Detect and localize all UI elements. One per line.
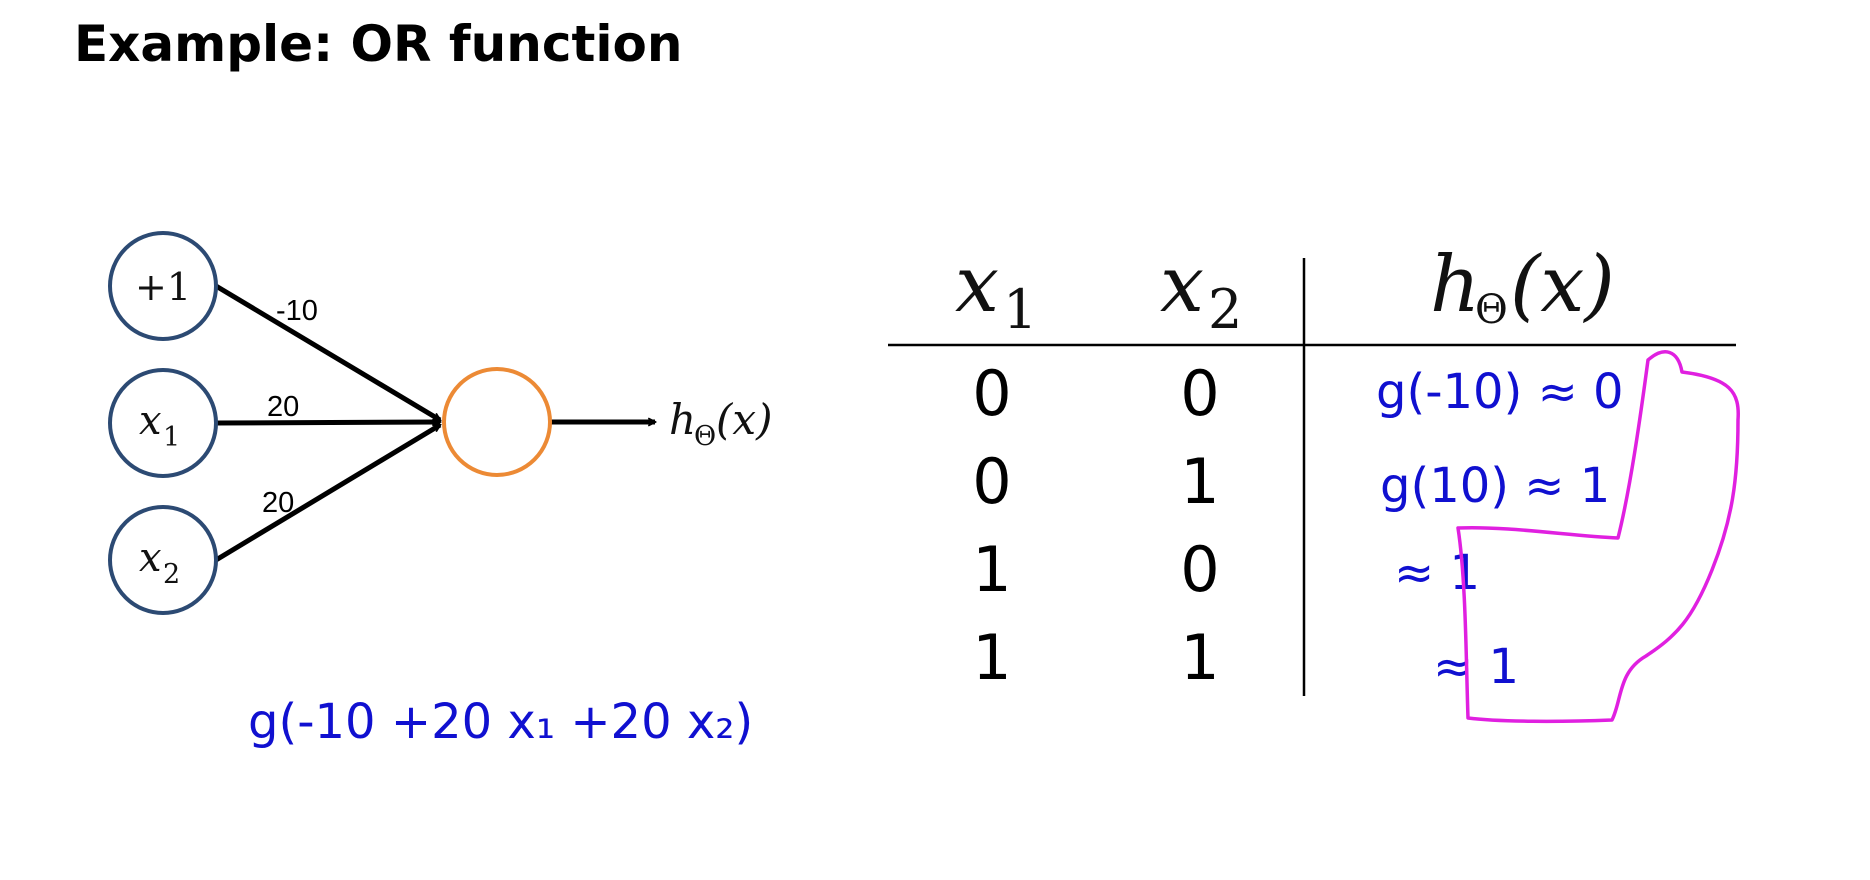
cell-row3-x2: 0 <box>1180 533 1219 606</box>
cell-row1-x2: 0 <box>1180 357 1219 430</box>
weight-bias: -10 <box>276 295 318 327</box>
edge-x1-to-output <box>215 422 440 423</box>
header-x1-main: x <box>955 240 999 330</box>
highlight-outline <box>1456 350 1740 724</box>
handwritten-row3-value: ≈ 1 <box>1394 545 1480 601</box>
edge-bias-to-output <box>214 283 440 423</box>
cell-row1-x1: 0 <box>972 357 1011 430</box>
weight-x1: 20 <box>267 391 299 423</box>
cell-row2-x2: 1 <box>1180 445 1219 518</box>
header-h-subscript: Θ <box>1475 287 1508 333</box>
node-x2-subscript: 2 <box>163 559 180 590</box>
weight-x2: 20 <box>262 487 294 519</box>
header-h-main: h <box>1430 240 1480 330</box>
handwritten-row4-value: ≈ 1 <box>1433 639 1519 695</box>
network-diagram: -10 20 20 +1 x 1 x 2 h Θ (x) <box>108 231 772 615</box>
output-label-args: (x) <box>716 395 772 444</box>
table-header-h: h Θ (x) <box>1430 240 1615 333</box>
cell-row2-x1: 0 <box>972 445 1011 518</box>
header-h-args: (x) <box>1510 240 1615 330</box>
node-output <box>442 367 552 477</box>
cell-row3-x1: 1 <box>972 533 1011 606</box>
output-label-subscript: Θ <box>694 421 716 452</box>
header-x2-subscript: 2 <box>1208 278 1242 341</box>
handwritten-row2-value: g(10) ≈ 1 <box>1380 458 1610 514</box>
cell-row4-x2: 1 <box>1180 621 1219 694</box>
cell-row4-x1: 1 <box>972 621 1011 694</box>
truth-table: x 1 x 2 h Θ (x) 0 0 0 1 1 0 1 1 <box>888 240 1736 696</box>
node-x2-label: x <box>139 535 162 581</box>
header-x2-main: x <box>1160 240 1204 330</box>
header-x1-subscript: 1 <box>1003 278 1037 341</box>
output-label: h Θ (x) <box>669 395 772 452</box>
node-x1-label: x <box>139 398 162 444</box>
edge-x2-to-output <box>214 422 440 563</box>
node-x1: x 1 <box>108 368 218 478</box>
table-header-x1: x 1 <box>955 240 1037 341</box>
node-x2: x 2 <box>108 505 218 615</box>
table-header-x2: x 2 <box>1160 240 1242 341</box>
node-x1-subscript: 1 <box>163 422 180 453</box>
output-label-h: h <box>669 395 696 444</box>
handwritten-row1-value: g(-10) ≈ 0 <box>1376 364 1624 420</box>
node-bias-label: +1 <box>135 265 191 309</box>
node-bias: +1 <box>108 231 218 341</box>
slide-title: Example: OR function <box>74 15 682 73</box>
handwritten-formula: g(-10 +20 x₁ +20 x₂) <box>248 694 753 750</box>
